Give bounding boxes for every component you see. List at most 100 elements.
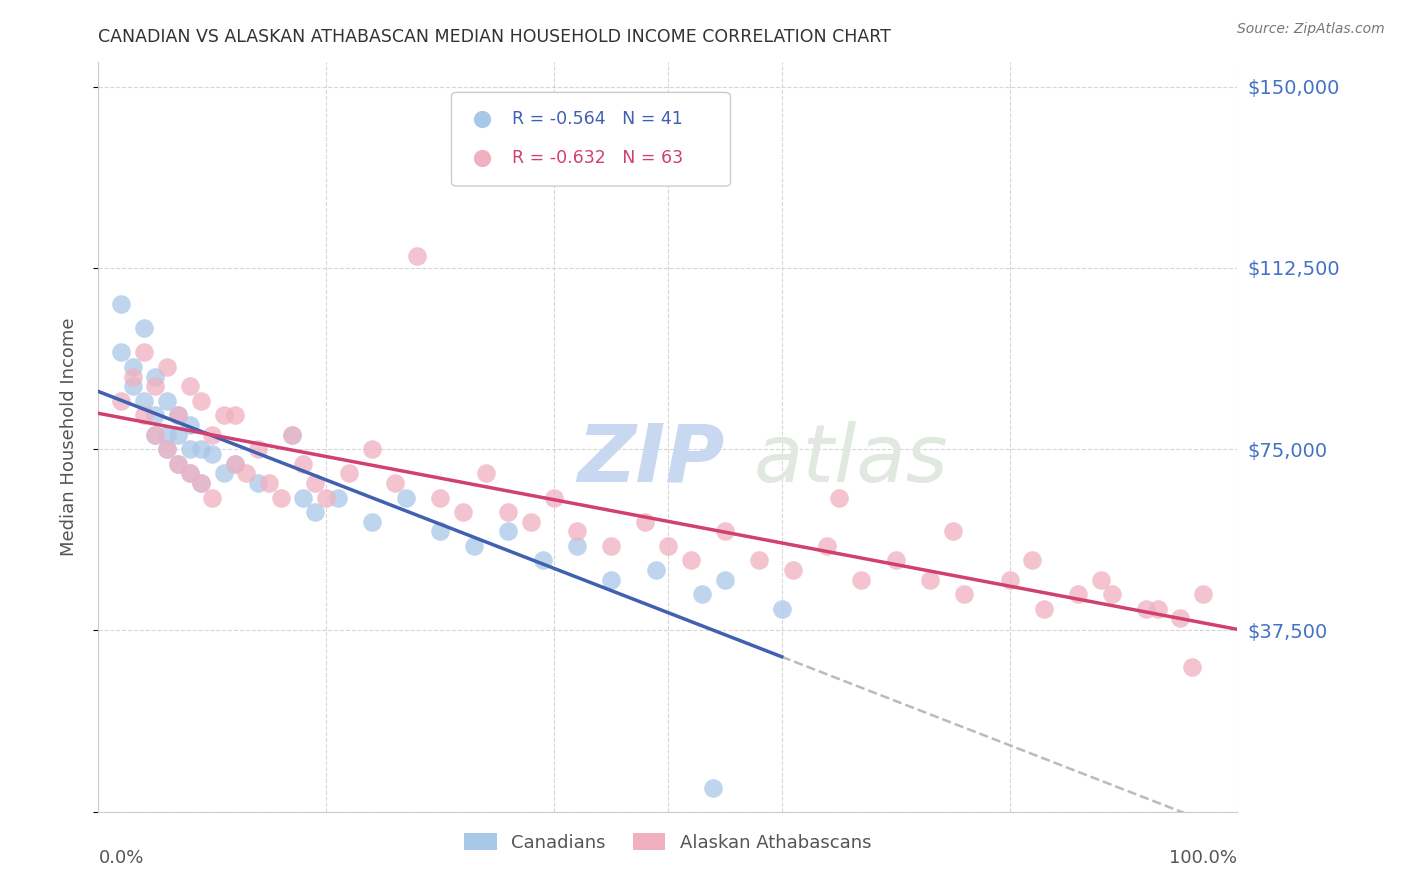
- Point: [145, 379, 167, 393]
- Point: [1067, 587, 1090, 601]
- Point: [918, 573, 941, 587]
- Y-axis label: Median Household Income: Median Household Income: [59, 318, 77, 557]
- Point: [281, 427, 304, 442]
- Point: [531, 553, 554, 567]
- Point: [156, 359, 179, 374]
- Point: [179, 417, 201, 432]
- Point: [132, 345, 155, 359]
- Point: [384, 475, 406, 490]
- Point: [690, 587, 713, 601]
- Text: 100.0%: 100.0%: [1170, 849, 1237, 867]
- Point: [679, 553, 702, 567]
- Point: [179, 467, 201, 481]
- Point: [645, 563, 668, 577]
- Point: [471, 805, 494, 819]
- Point: [270, 491, 292, 505]
- Point: [1021, 553, 1043, 567]
- Point: [429, 524, 451, 539]
- Point: [235, 467, 257, 481]
- Point: [190, 475, 212, 490]
- Point: [942, 524, 965, 539]
- Point: [179, 442, 201, 457]
- Point: [782, 563, 804, 577]
- Point: [1192, 587, 1215, 601]
- Point: [471, 805, 494, 819]
- Point: [190, 442, 212, 457]
- Point: [212, 409, 235, 423]
- Point: [167, 409, 190, 423]
- Point: [474, 467, 496, 481]
- FancyBboxPatch shape: [451, 93, 731, 186]
- Point: [851, 573, 873, 587]
- Point: [145, 427, 167, 442]
- Point: [520, 515, 543, 529]
- Text: atlas: atlas: [754, 420, 948, 499]
- Text: 0.0%: 0.0%: [98, 849, 143, 867]
- Point: [304, 505, 326, 519]
- Point: [292, 491, 315, 505]
- Point: [121, 379, 143, 393]
- Text: CANADIAN VS ALASKAN ATHABASCAN MEDIAN HOUSEHOLD INCOME CORRELATION CHART: CANADIAN VS ALASKAN ATHABASCAN MEDIAN HO…: [98, 28, 891, 45]
- Point: [657, 539, 679, 553]
- Text: Source: ZipAtlas.com: Source: ZipAtlas.com: [1237, 22, 1385, 37]
- Point: [451, 505, 474, 519]
- Point: [543, 491, 565, 505]
- Point: [702, 780, 724, 795]
- Point: [498, 524, 520, 539]
- Point: [1181, 659, 1204, 673]
- Point: [463, 539, 485, 553]
- Point: [224, 409, 246, 423]
- Point: [1101, 587, 1123, 601]
- Point: [224, 457, 246, 471]
- Point: [110, 345, 132, 359]
- Point: [498, 505, 520, 519]
- Point: [998, 573, 1021, 587]
- Point: [360, 515, 382, 529]
- Text: ZIP: ZIP: [576, 420, 724, 499]
- Point: [714, 573, 737, 587]
- Legend: Canadians, Alaskan Athabascans: Canadians, Alaskan Athabascans: [457, 826, 879, 859]
- Point: [600, 573, 623, 587]
- Point: [281, 427, 304, 442]
- Point: [156, 427, 179, 442]
- Point: [634, 515, 657, 529]
- Point: [145, 427, 167, 442]
- Point: [156, 442, 179, 457]
- Point: [259, 475, 281, 490]
- Point: [145, 409, 167, 423]
- Point: [179, 379, 201, 393]
- Point: [145, 369, 167, 384]
- Text: R = -0.632   N = 63: R = -0.632 N = 63: [512, 149, 683, 167]
- Point: [1146, 601, 1168, 615]
- Point: [395, 491, 418, 505]
- Point: [167, 409, 190, 423]
- Point: [121, 369, 143, 384]
- Point: [884, 553, 907, 567]
- Point: [190, 393, 212, 408]
- Point: [167, 457, 190, 471]
- Point: [190, 475, 212, 490]
- Point: [201, 427, 224, 442]
- Point: [167, 427, 190, 442]
- Point: [179, 467, 201, 481]
- Point: [224, 457, 246, 471]
- Point: [246, 442, 269, 457]
- Point: [1170, 611, 1192, 625]
- Point: [1032, 601, 1054, 615]
- Point: [167, 457, 190, 471]
- Point: [304, 475, 326, 490]
- Point: [326, 491, 349, 505]
- Point: [156, 442, 179, 457]
- Point: [815, 539, 838, 553]
- Point: [132, 393, 155, 408]
- Point: [360, 442, 382, 457]
- Point: [315, 491, 337, 505]
- Point: [600, 539, 623, 553]
- Point: [132, 321, 155, 335]
- Point: [246, 475, 269, 490]
- Point: [565, 539, 588, 553]
- Point: [201, 447, 224, 461]
- Point: [429, 491, 451, 505]
- Point: [406, 249, 429, 263]
- Point: [828, 491, 851, 505]
